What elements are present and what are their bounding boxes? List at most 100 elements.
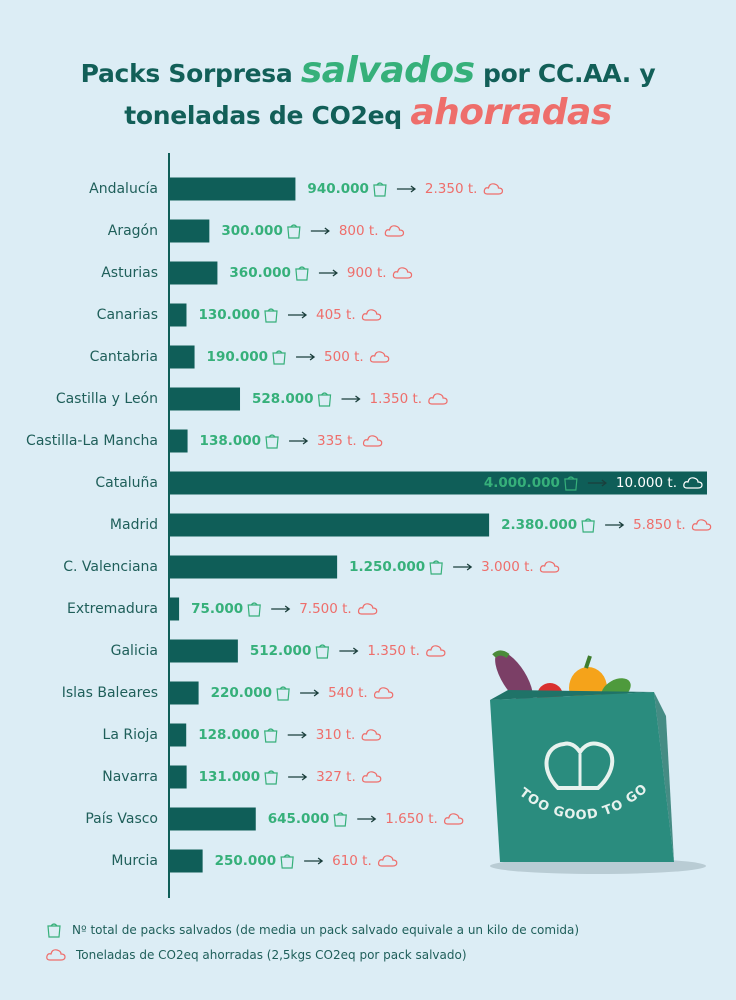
cloud-icon: [428, 393, 448, 405]
title-text-1b: por CC.AA. y: [474, 59, 656, 88]
cloud-icon: [377, 855, 398, 867]
bag-icon: [47, 923, 61, 938]
arrow-right-icon: [300, 689, 320, 697]
bag-icon: [581, 518, 595, 533]
legend-co2-label: Toneladas de CO2eq ahorradas (2,5kgs CO2…: [76, 948, 467, 962]
co2-value-label: 2.350 t.: [425, 181, 478, 197]
bar: [169, 219, 210, 243]
category-label: C. Valenciana: [63, 559, 158, 575]
cloud-icon: [362, 435, 383, 447]
bar: [169, 513, 490, 537]
arrow-right-icon: [296, 353, 316, 361]
bag-icon: [264, 770, 278, 785]
packs-value-label: 645.000: [268, 811, 330, 827]
bar: [169, 555, 338, 579]
bar: [169, 387, 241, 411]
bag-top-fold: [490, 690, 654, 700]
cloud-icon: [369, 351, 390, 363]
bar: [169, 345, 195, 369]
category-label: Islas Baleares: [62, 685, 158, 701]
bar: [169, 765, 187, 789]
bag-icon: [564, 476, 578, 491]
packs-value-label: 138.000: [200, 433, 262, 449]
category-label: Murcia: [111, 853, 158, 869]
cloud-icon: [539, 561, 560, 573]
category-label: Galicia: [111, 643, 158, 659]
arrow-right-icon: [587, 479, 607, 487]
cloud-icon: [373, 687, 394, 699]
arrow-right-icon: [318, 269, 339, 277]
cloud-icon: [426, 645, 446, 657]
bar: [169, 597, 180, 621]
arrow-right-icon: [288, 773, 308, 781]
packs-value-label: 250.000: [215, 853, 277, 869]
co2-value-label: 900 t.: [347, 265, 387, 281]
bar: [169, 177, 296, 201]
bag-icon: [265, 434, 279, 449]
packs-value-label: 2.380.000: [501, 517, 577, 533]
arrow-right-icon: [453, 563, 473, 571]
packs-value-label: 512.000: [250, 643, 312, 659]
cloud-icon: [691, 519, 712, 531]
category-label: Aragón: [108, 223, 158, 239]
bag-icon: [287, 224, 301, 239]
bar: [169, 807, 256, 831]
category-label: Navarra: [102, 769, 158, 785]
bar: [169, 261, 218, 285]
chart-title-line-1: Packs Sorpresa salvados por CC.AA. y: [0, 50, 736, 91]
bar: [169, 849, 203, 873]
category-label: La Rioja: [103, 727, 158, 743]
pepper-stem-icon: [584, 655, 592, 669]
co2-value-label: 5.850 t.: [633, 517, 686, 533]
co2-value-label: 7.500 t.: [299, 601, 352, 617]
chart-title-line-2: toneladas de CO2eq ahorradas: [0, 92, 736, 133]
packs-value-label: 4.000.000: [484, 475, 560, 491]
bag-body: [490, 692, 674, 862]
bag-side: [654, 692, 674, 862]
arrow-right-icon: [605, 521, 625, 529]
arrow-right-icon: [287, 311, 308, 319]
title-text-1a: Packs Sorpresa: [80, 59, 301, 88]
bag-icon: [264, 308, 278, 323]
cloud-icon: [357, 603, 378, 615]
category-label: Madrid: [110, 517, 158, 533]
packs-value-label: 528.000: [252, 391, 313, 407]
arrow-right-icon: [304, 857, 324, 865]
bag-icon: [333, 812, 347, 827]
category-label: País Vasco: [85, 811, 158, 827]
cloud-icon: [483, 183, 504, 195]
category-label: Canarias: [97, 307, 158, 323]
packs-value-label: 131.000: [199, 769, 261, 785]
category-label: Cataluña: [95, 475, 158, 491]
bag-icon: [317, 392, 332, 407]
cloud-icon: [361, 729, 381, 741]
bar: [169, 639, 238, 663]
cloud-icon: [384, 225, 405, 237]
bag-icon: [295, 266, 309, 281]
arrow-right-icon: [357, 815, 377, 823]
title-highlight-ahorradas: ahorradas: [410, 92, 612, 133]
category-label: Cantabria: [90, 349, 158, 365]
arrow-right-icon: [310, 227, 330, 235]
packs-value-label: 360.000: [229, 265, 290, 281]
bar: [169, 681, 199, 705]
bag-icon: [247, 602, 261, 617]
cloud-icon: [46, 949, 66, 961]
bag-icon: [280, 854, 294, 869]
co2-value-label: 1.650 t.: [385, 811, 438, 827]
co2-value-label: 405 t.: [316, 307, 356, 323]
cloud-icon: [361, 771, 382, 783]
co2-value-label: 10.000 t.: [616, 475, 677, 491]
packs-value-label: 300.000: [221, 223, 283, 239]
bag-illustration: TOO GOOD TO GO: [490, 650, 706, 874]
packs-value-label: 130.000: [198, 307, 259, 323]
co2-value-label: 800 t.: [339, 223, 379, 239]
cloud-icon: [683, 477, 703, 489]
packs-value-label: 190.000: [207, 349, 269, 365]
eggplant-stem-icon: [492, 650, 510, 659]
co2-value-label: 1.350 t.: [367, 643, 420, 659]
title-text-2a: toneladas de CO2eq: [124, 101, 411, 130]
cloud-icon: [443, 813, 464, 825]
arrow-right-icon: [339, 647, 359, 655]
